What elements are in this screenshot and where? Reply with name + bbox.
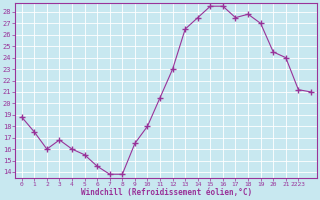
X-axis label: Windchill (Refroidissement éolien,°C): Windchill (Refroidissement éolien,°C) xyxy=(81,188,252,197)
